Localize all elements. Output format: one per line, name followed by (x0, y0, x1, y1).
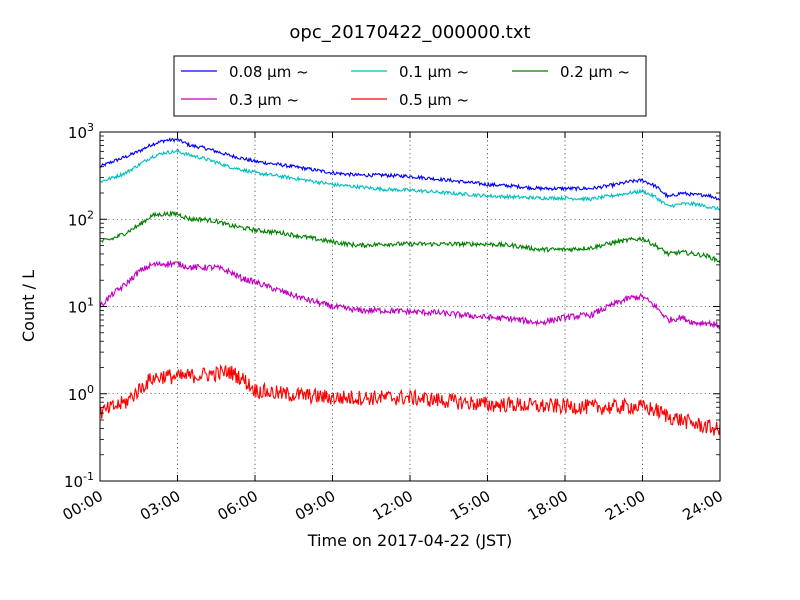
legend-box (173, 55, 647, 117)
x-tick-label: 12:00 (370, 487, 416, 524)
y-tick-exponent: 0 (87, 383, 94, 396)
y-tick-label: 101 (68, 296, 94, 317)
y-tick-label: 102 (68, 208, 94, 229)
y-tick-label: 103 (68, 121, 94, 142)
y-tick-label: 10-1 (64, 470, 94, 491)
series-line-2 (99, 209, 721, 264)
y-tick-exponent: 1 (87, 296, 94, 309)
y-tick-base: 10 (68, 299, 87, 317)
grid-lines (100, 132, 720, 481)
x-tick-label: 00:00 (60, 487, 106, 524)
legend: 0.08 μm ~ 0.1 μm ~ 0.2 μm ~ 0.3 μm ~ 0.5 μm … (173, 55, 647, 117)
chart-title: opc_20170422_000000.txt (289, 22, 530, 43)
y-tick-exponent: 2 (87, 208, 94, 221)
y-tick-exponent: -1 (83, 470, 94, 483)
series-line-1 (99, 148, 721, 212)
series-line-3 (99, 259, 721, 330)
legend-label-4: 0.5 μm ~ (399, 91, 469, 109)
x-tick-label: 03:00 (137, 487, 183, 524)
y-tick-base: 10 (68, 211, 87, 229)
y-tick-base: 10 (68, 124, 87, 142)
legend-label-3: 0.3 μm ~ (229, 91, 299, 109)
series-layer (99, 137, 721, 436)
x-tick-label: 09:00 (292, 487, 338, 524)
legend-label-0: 0.08 μm ~ (229, 63, 309, 81)
x-axis-label: Time on 2017-04-22 (JST) (307, 531, 512, 550)
y-tick-base: 10 (64, 473, 83, 491)
series-line-0 (99, 137, 721, 201)
x-tick-label: 06:00 (215, 487, 261, 524)
x-tick-label: 15:00 (447, 487, 493, 524)
legend-label-1: 0.1 μm ~ (399, 63, 469, 81)
series-line-4 (99, 364, 721, 436)
y-axis-label: Count / L (19, 270, 38, 342)
x-tick-label: 24:00 (680, 487, 726, 524)
legend-label-2: 0.2 μm ~ (560, 63, 630, 81)
y-tick-label: 100 (68, 383, 94, 404)
y-tick-base: 10 (68, 386, 87, 404)
x-tick-label: 21:00 (602, 487, 648, 524)
x-tick-label: 18:00 (525, 487, 571, 524)
y-tick-exponent: 3 (87, 121, 94, 134)
